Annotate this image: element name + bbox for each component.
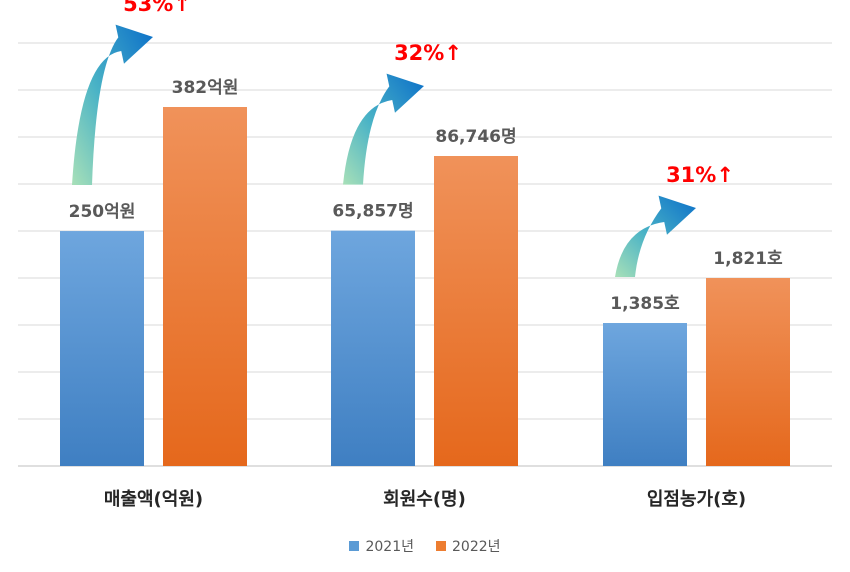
growth-arrow-0	[72, 24, 153, 186]
bar-2022-0	[163, 107, 247, 466]
bar-2021-1	[331, 230, 415, 466]
growth-label-1: 32%↑	[394, 41, 462, 65]
legend-swatch-2021	[349, 541, 360, 551]
legend-label-2021: 2021년	[365, 539, 414, 555]
data-label-2022-1: 86,746명	[435, 127, 516, 147]
legend-item-2022: 2022년	[436, 536, 501, 556]
data-label-2022-2: 1,821호	[713, 249, 783, 269]
legend: 2021년 2022년	[0, 536, 850, 556]
data-label-2021-0: 250억원	[69, 202, 136, 222]
growth-arrow-1	[343, 73, 424, 185]
legend-swatch-2022	[436, 541, 446, 551]
bar-2021-0	[60, 231, 144, 466]
category-label-0: 매출액(억원)	[104, 489, 203, 510]
growth-label-0: 53%↑	[123, 0, 191, 16]
legend-label-2022: 2022년	[452, 539, 501, 555]
data-label-2022-0: 382억원	[172, 78, 239, 98]
data-label-2021-1: 65,857명	[332, 202, 413, 222]
growth-arrow-2	[615, 195, 696, 278]
growth-arrows	[72, 24, 696, 278]
growth-label-2: 31%↑	[666, 163, 734, 187]
legend-item-2021: 2021년	[349, 536, 414, 556]
category-label-2: 입점농가(호)	[647, 488, 746, 510]
data-label-2021-2: 1,385호	[610, 294, 680, 314]
bar-2022-2	[706, 278, 790, 466]
bar-2021-2	[603, 323, 687, 466]
gridlines	[18, 42, 832, 420]
bar-2022-1	[434, 156, 518, 466]
category-label-1: 회원수(명)	[383, 489, 466, 510]
bars	[60, 107, 790, 466]
